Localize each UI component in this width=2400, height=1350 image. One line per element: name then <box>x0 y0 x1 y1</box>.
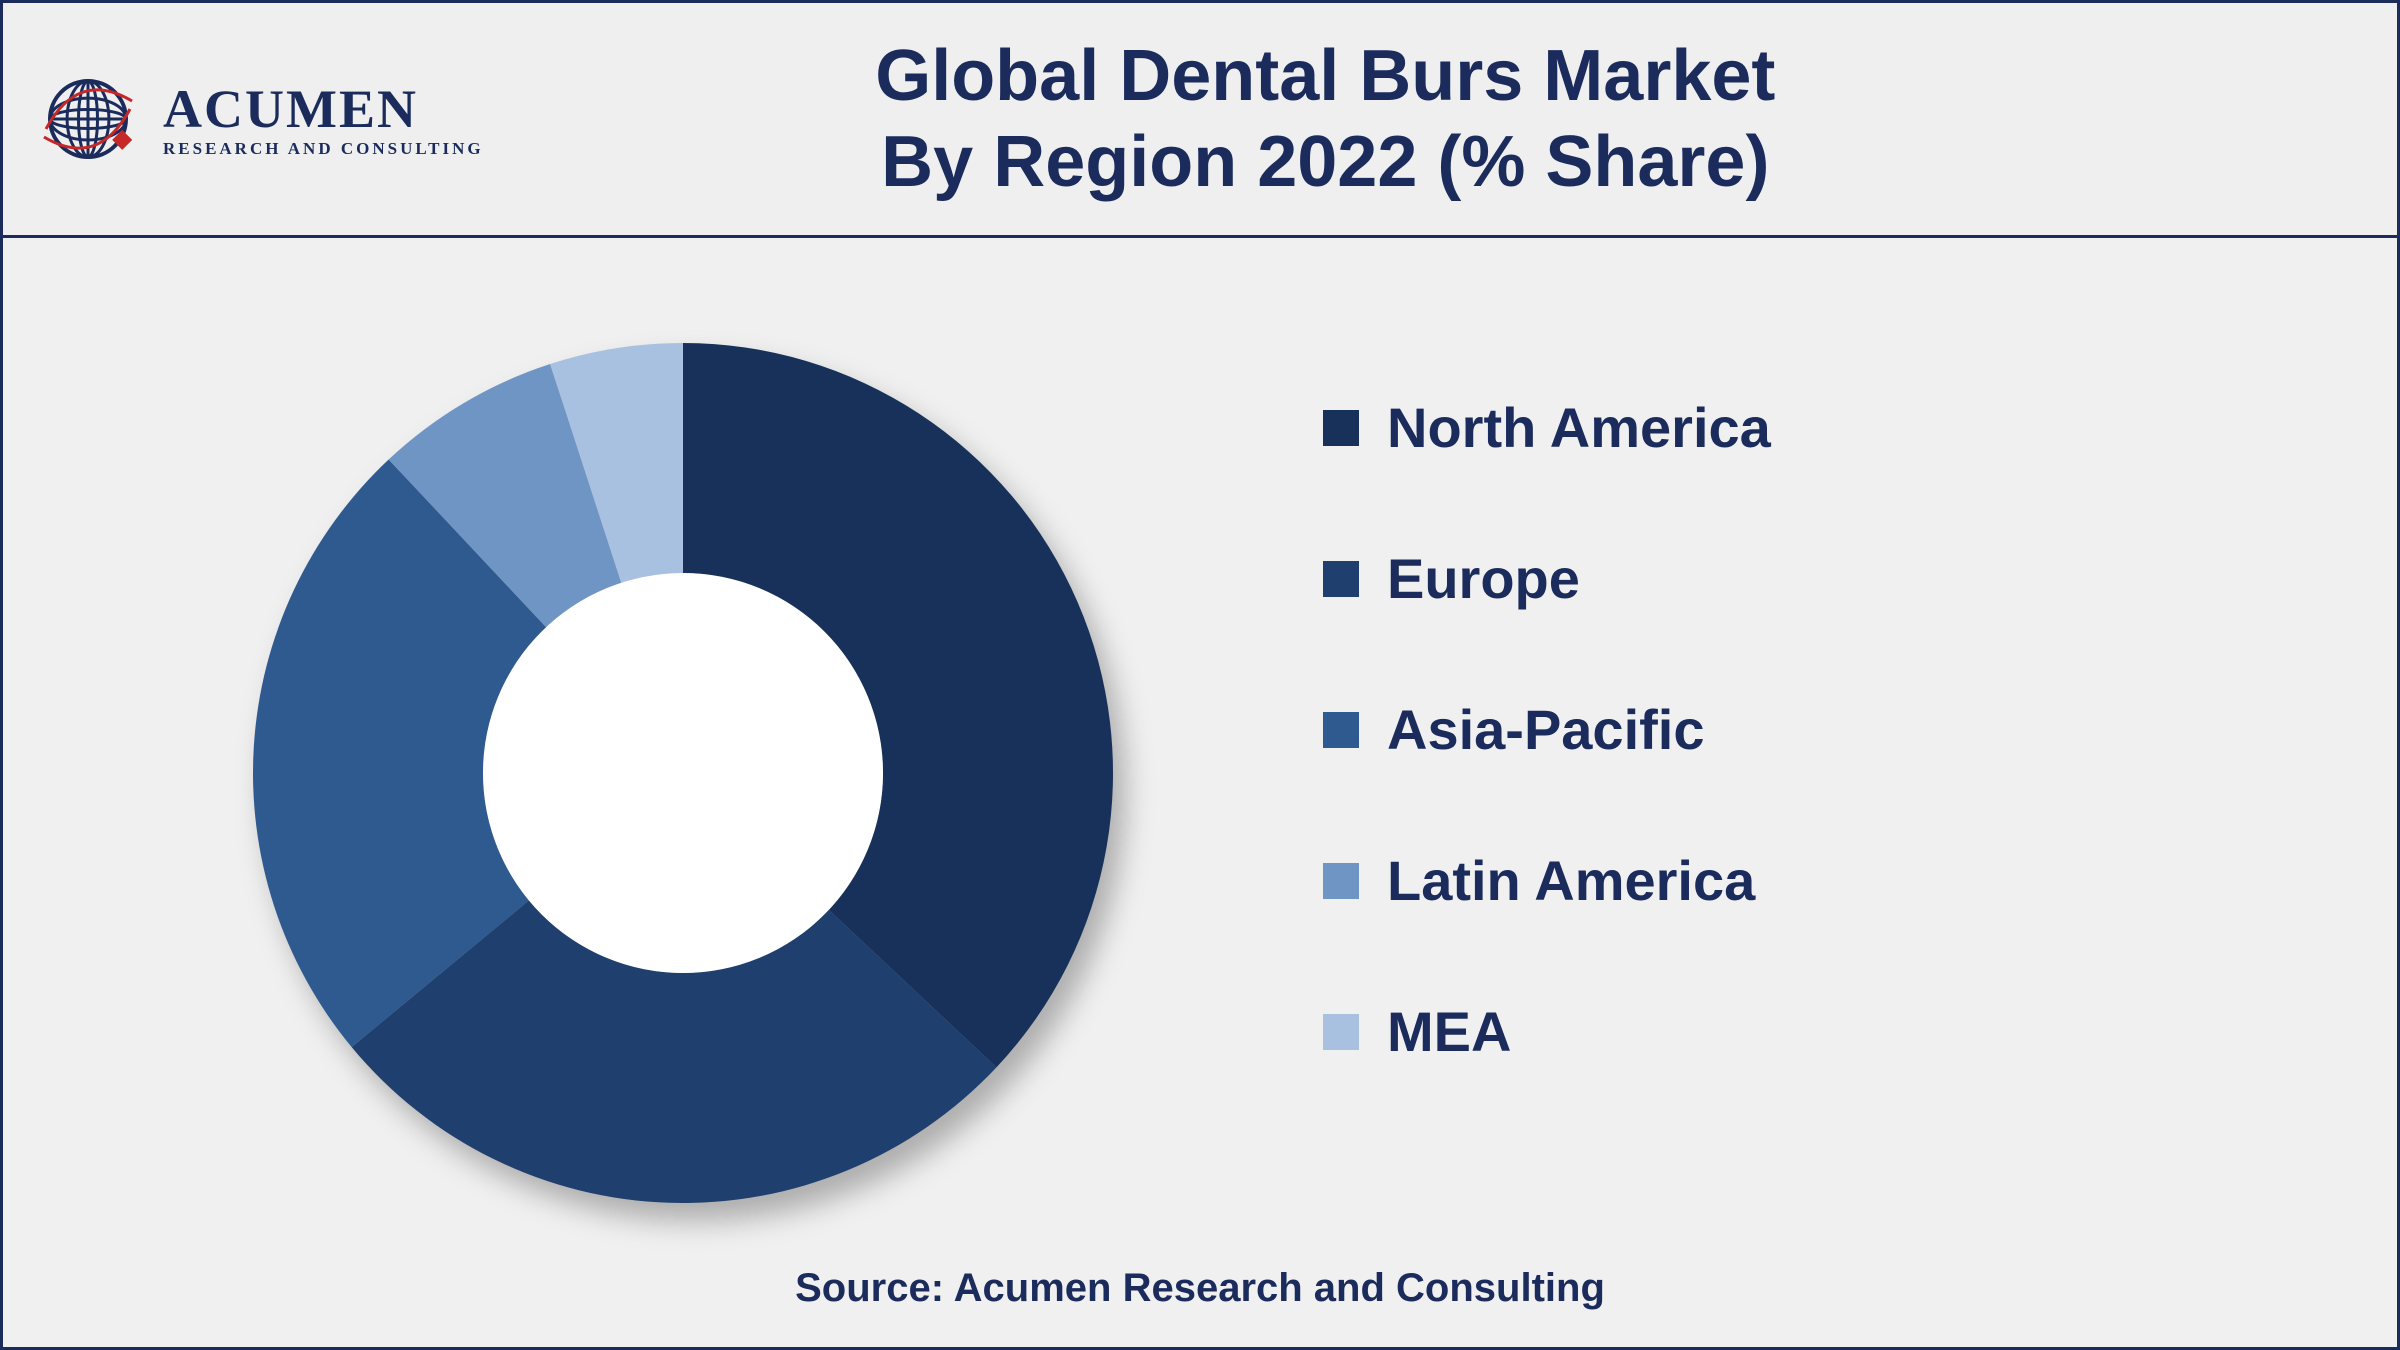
content-area: North America Europe Asia-Pacific Latin Ame… <box>3 238 2397 1347</box>
donut-chart <box>83 293 1283 1253</box>
legend-item-north-america: North America <box>1323 395 2317 460</box>
title-line-1: Global Dental Burs Market <box>544 33 2107 119</box>
chart-title: Global Dental Burs Market By Region 2022… <box>544 33 2357 206</box>
donut-hole <box>483 573 883 973</box>
logo: ACUMEN RESEARCH AND CONSULTING <box>43 74 484 164</box>
logo-sub-text: RESEARCH AND CONSULTING <box>163 140 484 157</box>
logo-main-text: ACUMEN <box>163 82 484 136</box>
legend-item-latin-america: Latin America <box>1323 848 2317 913</box>
logo-globe-icon <box>43 74 143 164</box>
legend-label: North America <box>1387 395 1771 460</box>
chart-frame: ACUMEN RESEARCH AND CONSULTING Global De… <box>0 0 2400 1350</box>
legend-swatch <box>1323 410 1359 446</box>
legend-item-europe: Europe <box>1323 546 2317 611</box>
legend-item-asia-pacific: Asia-Pacific <box>1323 697 2317 762</box>
legend-label: Latin America <box>1387 848 1755 913</box>
header-bar: ACUMEN RESEARCH AND CONSULTING Global De… <box>3 3 2397 238</box>
legend-label: Europe <box>1387 546 1580 611</box>
legend-label: MEA <box>1387 999 1511 1064</box>
donut-svg <box>203 293 1163 1253</box>
logo-text: ACUMEN RESEARCH AND CONSULTING <box>163 82 484 157</box>
title-line-2: By Region 2022 (% Share) <box>544 119 2107 205</box>
legend-swatch <box>1323 712 1359 748</box>
legend-swatch <box>1323 1014 1359 1050</box>
source-text: Source: Acumen Research and Consulting <box>3 1266 2397 1311</box>
legend-label: Asia-Pacific <box>1387 697 1705 762</box>
legend-item-mea: MEA <box>1323 999 2317 1064</box>
legend: North America Europe Asia-Pacific Latin Ame… <box>1283 395 2317 1150</box>
legend-swatch <box>1323 863 1359 899</box>
legend-swatch <box>1323 561 1359 597</box>
